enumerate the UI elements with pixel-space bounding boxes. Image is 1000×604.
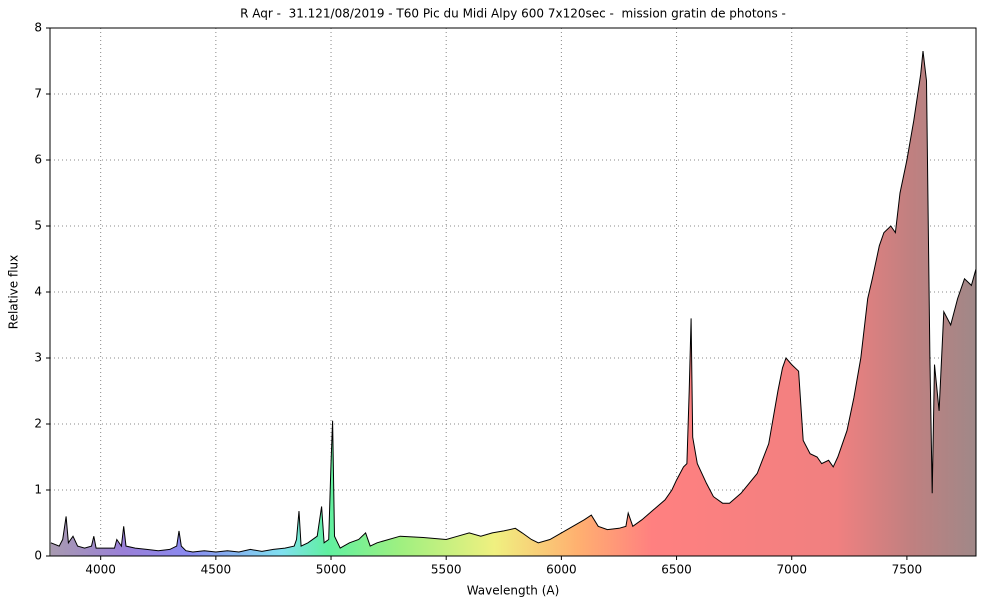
x-tick-label: 6000 (546, 563, 577, 577)
y-tick-label: 7 (34, 87, 42, 101)
y-tick-label: 6 (34, 153, 42, 167)
y-tick-label: 8 (34, 21, 42, 35)
x-tick-label: 4500 (201, 563, 232, 577)
y-tick-label: 5 (34, 219, 42, 233)
x-tick-label: 7000 (776, 563, 807, 577)
y-tick-label: 2 (34, 417, 42, 431)
x-tick-label: 6500 (661, 563, 692, 577)
plot-area: 0 1 2 3 4 5 6 7 8 4000 4500 5000 5500 6000 6500 7000 750… (34, 21, 977, 577)
chart-title: R Aqr - 31.121/08/2019 - T60 Pic du Midi… (240, 7, 786, 21)
x-tick-label: 4000 (85, 563, 116, 577)
x-tick-label: 5500 (431, 563, 462, 577)
spectrum-line (50, 51, 977, 553)
x-axis-label: Wavelength (A) (467, 584, 560, 598)
y-axis-label: Relative flux (7, 255, 21, 329)
plot-frame (49, 27, 977, 557)
y-tick-label: 0 (34, 549, 42, 563)
area-fill (50, 51, 976, 556)
y-tick-label: 4 (34, 285, 42, 299)
x-tick-label: 7500 (892, 563, 923, 577)
x-tick-label: 5000 (316, 563, 347, 577)
y-tick-label: 1 (34, 483, 42, 497)
y-tick-label: 3 (34, 351, 42, 365)
